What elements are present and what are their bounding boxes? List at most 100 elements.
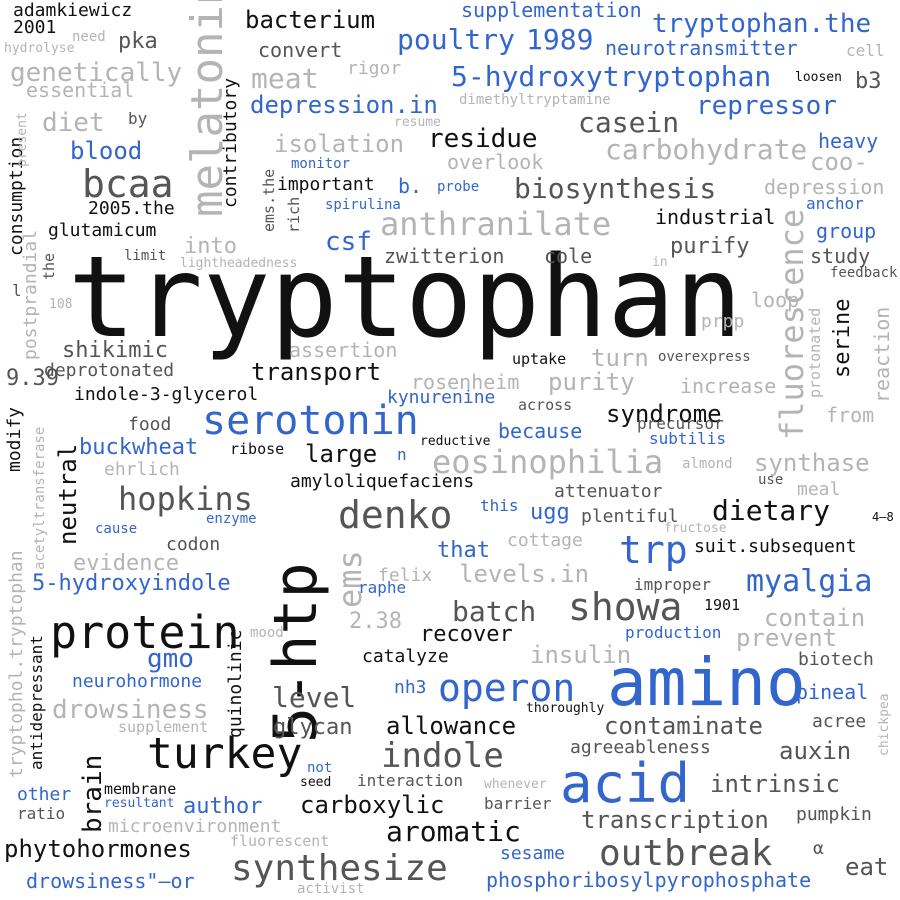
word-carboxylic: carboxylic bbox=[300, 791, 445, 819]
word-industrial: industrial bbox=[655, 205, 776, 229]
word-reductive: reductive bbox=[420, 434, 491, 449]
word-5-hydroxyindole: 5-hydroxyindole bbox=[32, 571, 231, 596]
word-tryptophol-tryptophan: tryptophol.tryptophan bbox=[6, 550, 27, 778]
word-ratio: ratio bbox=[17, 804, 66, 823]
word-rich: rich bbox=[285, 196, 303, 233]
word-fructose: fructose bbox=[664, 521, 727, 536]
word-insulin: insulin bbox=[530, 641, 632, 669]
word-the: the bbox=[40, 252, 58, 280]
word-overlook: overlook bbox=[447, 150, 544, 174]
word-rigor: rigor bbox=[347, 58, 402, 79]
word-prpp: prpp bbox=[701, 311, 745, 332]
word-allowance: allowance bbox=[386, 712, 517, 740]
word-loop: loop bbox=[751, 288, 800, 312]
word-drowsiness-or: drowsiness"—or bbox=[26, 869, 195, 893]
word-contaminate: contaminate bbox=[604, 712, 763, 740]
word-fluorescence: fluorescence bbox=[773, 208, 811, 440]
word-residue: residue bbox=[428, 124, 538, 154]
word-genetically: genetically bbox=[10, 58, 183, 88]
word-into: into bbox=[184, 234, 237, 259]
word-kynurenine: kynurenine bbox=[387, 387, 496, 408]
word-b: b. bbox=[398, 174, 423, 198]
word-mood: mood bbox=[250, 625, 284, 641]
word-cottage: cottage bbox=[507, 530, 583, 551]
word-1989: 1989 bbox=[526, 23, 594, 56]
word-contributory: contributory bbox=[220, 77, 241, 208]
word-pka: pka bbox=[118, 29, 158, 54]
word-amyloliquefaciens: amyloliquefaciens bbox=[290, 471, 475, 492]
word-precursor: precursor bbox=[637, 414, 724, 433]
word-cole: cole bbox=[544, 244, 593, 268]
word-intrinsic: intrinsic bbox=[710, 770, 841, 798]
word-attenuator: attenuator bbox=[554, 481, 663, 502]
word-agreeableness: agreeableness bbox=[570, 737, 711, 758]
word-pineal: pineal bbox=[796, 680, 869, 704]
word-turkey: turkey bbox=[147, 729, 303, 779]
word-zwitterion: zwitterion bbox=[384, 244, 505, 268]
word-depression: depression bbox=[764, 175, 885, 199]
word-108: 108 bbox=[49, 297, 73, 312]
word-hydrolyse: hydrolyse bbox=[4, 41, 75, 56]
word-meat: meat bbox=[251, 62, 319, 95]
word-syndrome: syndrome bbox=[606, 400, 722, 428]
word-2-38: 2.38 bbox=[349, 609, 402, 634]
word-by: by bbox=[128, 109, 148, 128]
word-dimethyltryptamine: dimethyltryptamine bbox=[459, 92, 611, 108]
word-neurotransmitter: neurotransmitter bbox=[605, 36, 798, 60]
word-spirulina: spirulina bbox=[325, 197, 401, 213]
word-not: not bbox=[307, 760, 333, 776]
word-almond: almond bbox=[682, 456, 733, 472]
word-anchor: anchor bbox=[806, 194, 864, 213]
word-across: across bbox=[518, 396, 573, 414]
word-lightheadedness: lightheadedness bbox=[180, 256, 298, 271]
word-synthesize: synthesize bbox=[231, 848, 448, 889]
word-amino: amino bbox=[607, 644, 806, 721]
word-monitor: monitor bbox=[291, 156, 351, 172]
word-pumpkin: pumpkin bbox=[796, 804, 872, 825]
word-limit: limit bbox=[124, 248, 167, 264]
word-feedback: feedback bbox=[830, 265, 898, 281]
word-depression-in: depression.in bbox=[250, 91, 438, 119]
word-synthase: synthase bbox=[754, 449, 870, 477]
word-cause: cause bbox=[95, 521, 138, 537]
word-felix: felix bbox=[378, 565, 433, 586]
word-author: author bbox=[183, 794, 263, 819]
word-heavy: heavy bbox=[818, 129, 879, 153]
word-overexpress: overexpress bbox=[658, 349, 751, 365]
word-denko: denko bbox=[338, 493, 453, 537]
word-brain: brain bbox=[78, 754, 108, 833]
word-4-8: 4–8 bbox=[872, 510, 894, 524]
word-serotonin: serotonin bbox=[202, 398, 419, 444]
word-drowsiness: drowsiness bbox=[52, 695, 209, 725]
word-plentiful: plentiful bbox=[581, 506, 679, 527]
word-ugg: ugg bbox=[530, 500, 570, 525]
word-meal: meal bbox=[797, 479, 841, 500]
word-reaction: reaction bbox=[870, 306, 894, 403]
word-levels-in: levels.in bbox=[459, 560, 590, 588]
word-deprotonated: deprotonated bbox=[44, 360, 175, 381]
word-outbreak: outbreak bbox=[599, 833, 773, 874]
word-enzyme: enzyme bbox=[206, 511, 257, 527]
word-interaction: interaction bbox=[357, 771, 463, 790]
word-2001: 2001 bbox=[13, 17, 57, 38]
word-eat: eat bbox=[845, 853, 889, 881]
word-subtilis: subtilis bbox=[649, 429, 727, 448]
word-bacterium: bacterium bbox=[245, 6, 376, 34]
word-tryptophan-the: tryptophan.the bbox=[652, 9, 872, 39]
word-batch: batch bbox=[452, 595, 537, 628]
word-suit-subsequent: suit.subsequent bbox=[694, 536, 857, 557]
word-production: production bbox=[625, 623, 722, 642]
word-glycan: glycan bbox=[273, 715, 353, 740]
word-acid: acid bbox=[560, 752, 691, 815]
word-seed: seed bbox=[300, 775, 332, 790]
word-membrane: membrane bbox=[104, 780, 177, 798]
word-glutamicum: glutamicum bbox=[48, 220, 157, 241]
word-nh3: nh3 bbox=[394, 677, 427, 698]
word-l: l bbox=[12, 281, 22, 300]
word-9-39: 9.39 bbox=[6, 366, 59, 391]
word-in: in bbox=[652, 255, 668, 270]
word-resume: resume bbox=[394, 115, 441, 130]
word-because: because bbox=[498, 419, 583, 443]
word-anthranilate: anthranilate bbox=[380, 205, 612, 243]
